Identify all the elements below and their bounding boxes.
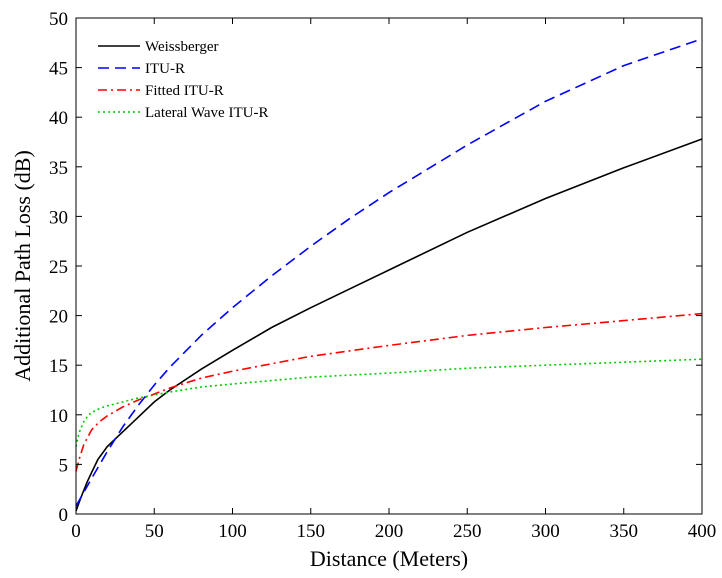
legend: Weissberger ITU-R Fitted ITU-R Lateral Wave… <box>98 39 268 121</box>
x-tick-label: 200 <box>375 521 404 542</box>
y-tick-label: 45 <box>49 59 68 80</box>
series-line-1 <box>75 138 703 512</box>
y-tick-label: 15 <box>49 356 68 377</box>
y-tick-label: 35 <box>49 158 68 179</box>
y-tick-label: 50 <box>49 9 68 30</box>
x-tick-label: 50 <box>145 521 164 542</box>
x-tick-label: 0 <box>71 521 81 542</box>
x-tick-label: 400 <box>688 521 717 542</box>
legend-label-1: Weissberger <box>145 39 219 55</box>
y-tick-label: 25 <box>49 257 68 278</box>
x-tick-label: 150 <box>297 521 326 542</box>
y-tick-label: 10 <box>49 406 68 427</box>
y-tick-label: 5 <box>59 455 69 476</box>
x-tick-label: 350 <box>610 521 639 542</box>
series-layer <box>75 38 703 512</box>
series-line-3 <box>75 312 703 472</box>
ticks-layer: 0 50 100 150 200 250 300 350 400 0 5 10 15 20 25 30 35 40… <box>49 9 716 542</box>
x-axis-label: Distance (Meters) <box>310 546 468 571</box>
legend-label-2: ITU-R <box>145 61 185 77</box>
y-tick-label: 0 <box>59 505 69 526</box>
legend-label-4: Lateral Wave ITU-R <box>145 105 268 121</box>
series-line-2 <box>75 38 703 507</box>
series-line-4 <box>75 358 703 447</box>
legend-label-3: Fitted ITU-R <box>145 83 224 99</box>
y-tick-label: 20 <box>49 307 68 328</box>
y-tick-label: 40 <box>49 108 68 129</box>
x-tick-label: 250 <box>453 521 482 542</box>
y-axis-label: Additional Path Loss (dB) <box>10 150 35 382</box>
y-tick-label: 30 <box>49 207 68 228</box>
x-tick-label: 100 <box>218 521 247 542</box>
x-tick-label: 300 <box>531 521 560 542</box>
